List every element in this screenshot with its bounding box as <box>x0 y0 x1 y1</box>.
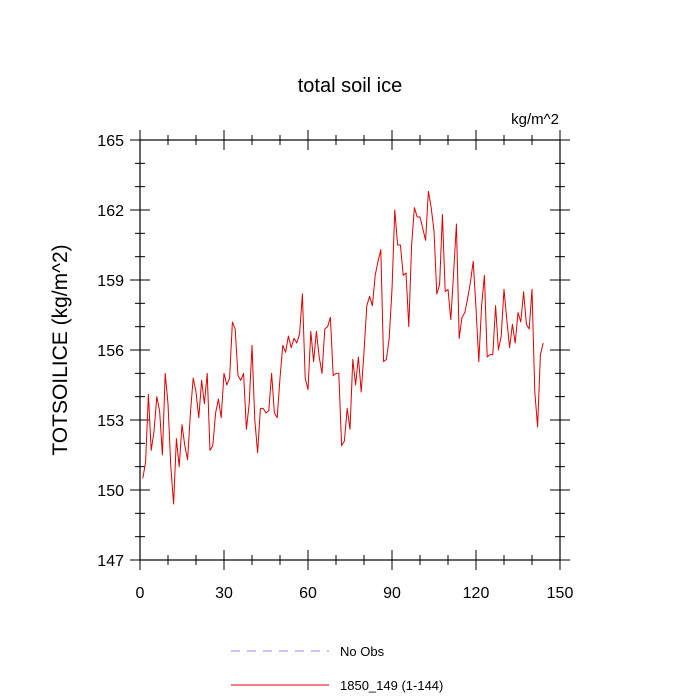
y-tick-label: 156 <box>97 343 124 360</box>
y-tick-label: 147 <box>97 553 124 570</box>
x-tick-label: 30 <box>215 585 233 602</box>
x-tick-label: 60 <box>299 585 317 602</box>
x-tick-labels: 0 30 60 90 120 150 <box>136 585 574 602</box>
x-tick-label: 90 <box>383 585 401 602</box>
units-label: kg/m^2 <box>511 111 559 128</box>
legend-label-no-obs: No Obs <box>340 644 385 659</box>
series-layer <box>142 190 544 505</box>
x-tick-label: 0 <box>136 585 145 602</box>
y-tick-label: 162 <box>97 203 124 220</box>
y-tick-label: 165 <box>97 133 124 150</box>
y-tick-label: 150 <box>97 483 124 500</box>
x-tick-label: 150 <box>547 585 574 602</box>
legend: No Obs 1850_149 (1-144) <box>231 644 443 693</box>
legend-label-1850-149: 1850_149 (1-144) <box>340 678 443 693</box>
y-axis-label: TOTSOILICE (kg/m^2) <box>49 244 72 455</box>
y-tick-label: 159 <box>97 273 124 290</box>
y-tick-label: 153 <box>97 413 124 430</box>
axis-ticks <box>130 130 570 570</box>
y-tick-labels: 147 150 153 156 159 162 165 <box>97 133 124 570</box>
chart-title: total soil ice <box>298 75 403 97</box>
plot-frame <box>139 139 561 561</box>
series-line-1 <box>142 190 544 505</box>
x-tick-label: 120 <box>463 585 490 602</box>
